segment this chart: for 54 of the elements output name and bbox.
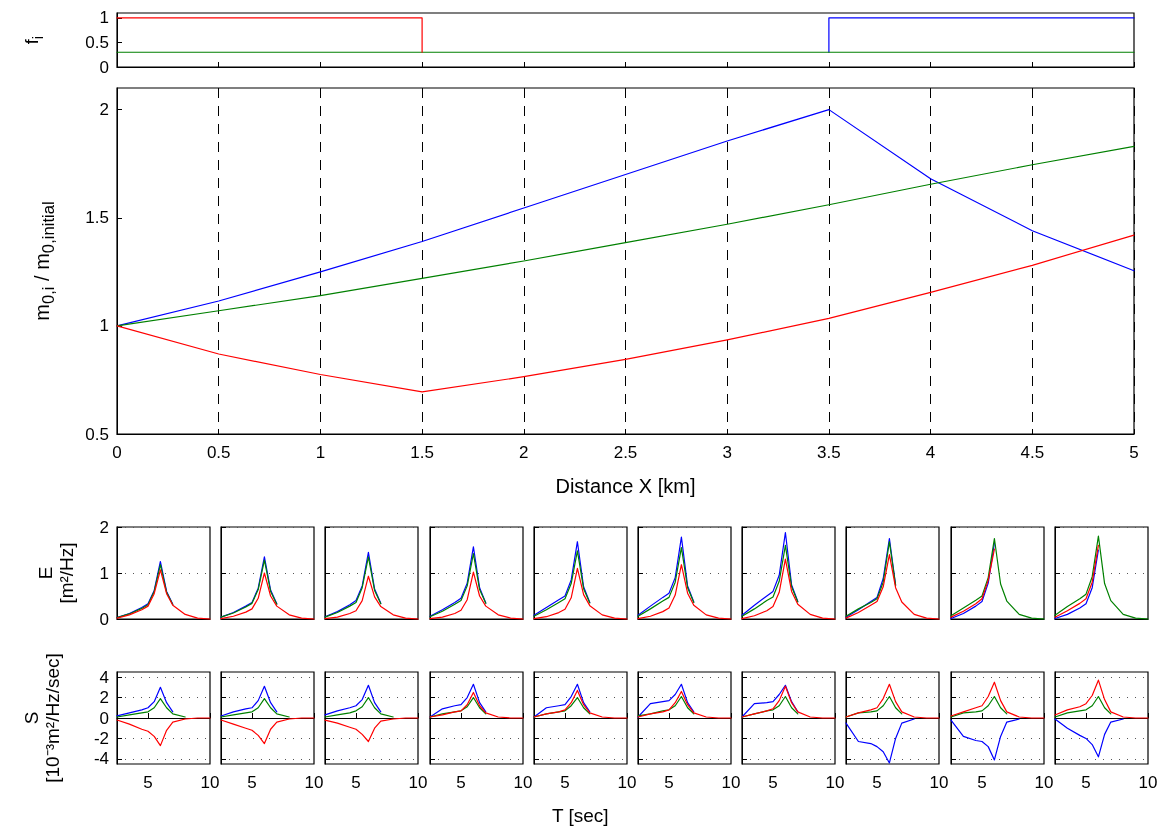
y-tick-label: 0.5	[85, 424, 109, 444]
x-tick-label: 5	[768, 773, 778, 792]
x-tick-label: 1.5	[410, 443, 434, 462]
x-tick-label: 0	[112, 443, 122, 462]
x-tick-label: 10	[617, 773, 637, 792]
line-series	[116, 234, 1135, 393]
y-tick-label: 1	[99, 316, 109, 336]
y-tick-label: 2	[99, 517, 109, 537]
x-tick-label: 2.5	[613, 443, 638, 462]
x-tick-label: 10	[825, 773, 845, 792]
line-series	[116, 686, 174, 717]
x-tick-label: 5	[664, 773, 674, 792]
line-series	[116, 697, 186, 718]
x-tick-label: 10	[721, 773, 741, 792]
y-tick-label: 0	[99, 708, 109, 728]
x-tick-label: 4	[925, 443, 936, 462]
x-tick-label: 3	[722, 443, 732, 462]
y-axis-title: S [10⁻³m²/Hz/sec]	[21, 653, 64, 783]
y-tick-label: -2	[93, 728, 109, 748]
x-tick-label: 10	[200, 773, 220, 792]
x-tick-label: 10	[1034, 773, 1054, 792]
y-tick-label: 2	[99, 100, 109, 120]
x-axis-title: Distance X [km]	[555, 475, 696, 497]
x-tick-label: 10	[929, 773, 949, 792]
x-tick-label: 4.5	[1020, 443, 1045, 462]
x-tick-label: 5	[143, 773, 153, 792]
x-tick-label: 5	[976, 773, 987, 792]
y-tick-label: 0	[99, 609, 109, 629]
y-axis-title: E [m²/Hz]	[35, 542, 78, 604]
x-tick-label: 10	[408, 773, 428, 792]
x-axis-title: T [sec]	[551, 804, 609, 827]
y-tick-label: 1	[99, 8, 109, 28]
y-tick-label: 1	[99, 563, 109, 583]
x-tick-label: 5	[351, 773, 362, 792]
y-tick-label: -4	[93, 749, 109, 769]
x-tick-label: 5	[1081, 773, 1091, 792]
x-tick-label: 5	[247, 773, 257, 792]
y-tick-label: 4	[99, 667, 109, 687]
x-tick-label: 10	[1138, 773, 1158, 792]
x-tick-label: 5	[1129, 443, 1139, 462]
x-tick-label: 5	[455, 773, 466, 792]
y-tick-label: 0	[99, 57, 109, 77]
y-tick-label: 1.5	[85, 208, 109, 228]
y-tick-label: 0.5	[85, 32, 109, 52]
x-tick-label: 1	[315, 443, 326, 462]
x-tick-label: 5	[872, 773, 883, 792]
x-tick-label: 0.5	[206, 443, 231, 462]
y-tick-label: 2	[99, 688, 109, 708]
x-tick-label: 5	[560, 773, 570, 792]
line-series	[116, 145, 1135, 327]
x-tick-label: 10	[304, 773, 324, 792]
x-tick-label: 10	[513, 773, 533, 792]
x-tick-label: 3.5	[817, 443, 841, 462]
x-tick-label: 2	[519, 443, 529, 462]
